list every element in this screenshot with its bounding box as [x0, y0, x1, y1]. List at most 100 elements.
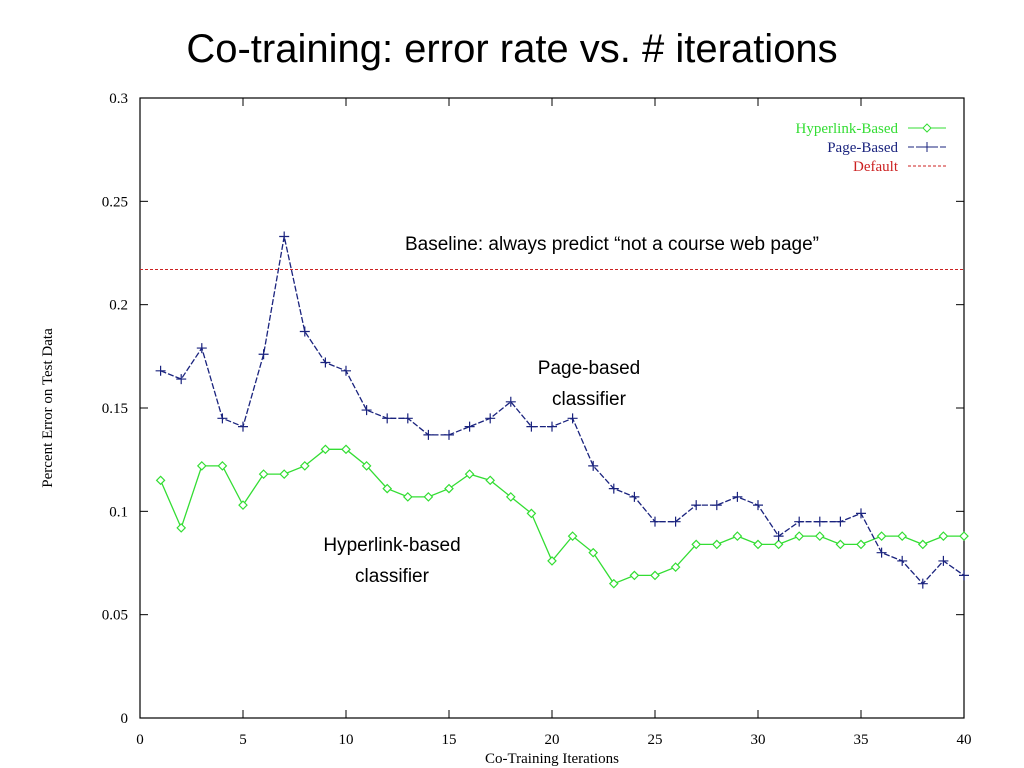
x-axis-label: Co-Training Iterations [485, 751, 619, 767]
point [794, 531, 805, 541]
x-tick-label: 35 [854, 732, 869, 748]
point [608, 483, 619, 494]
y-tick-label: 0 [121, 711, 129, 727]
legend-marker [922, 123, 932, 133]
point [608, 578, 619, 589]
point [629, 570, 640, 581]
annotation: classifier [355, 566, 430, 587]
legend-label: Page-Based [827, 140, 898, 156]
point [876, 547, 887, 558]
point [959, 531, 969, 541]
point [567, 531, 578, 541]
point [938, 531, 949, 541]
point [485, 413, 496, 424]
annotation: Hyperlink-based [323, 535, 460, 556]
series-line [160, 236, 965, 585]
point [773, 531, 784, 542]
point [217, 461, 228, 471]
y-tick-label: 0.25 [102, 194, 128, 210]
point [629, 491, 640, 502]
point [238, 500, 248, 510]
point [279, 469, 290, 479]
point [217, 413, 228, 424]
point [320, 357, 331, 368]
y-tick-label: 0.05 [102, 608, 128, 624]
point [279, 231, 290, 242]
series-line [160, 448, 964, 585]
point [691, 500, 702, 511]
annotation: classifier [552, 389, 627, 410]
point [711, 500, 722, 511]
point [650, 570, 660, 581]
point [814, 531, 825, 541]
point [505, 492, 516, 502]
point [547, 421, 557, 432]
point [917, 578, 928, 589]
point [711, 539, 722, 550]
x-tick-label: 5 [239, 732, 247, 748]
point [155, 475, 166, 486]
point [732, 531, 743, 541]
point [464, 421, 475, 432]
point [670, 516, 681, 527]
point [382, 413, 393, 424]
point [382, 483, 393, 494]
point [835, 516, 846, 527]
point [547, 556, 557, 566]
point [917, 539, 928, 550]
point [526, 421, 537, 432]
point [196, 343, 207, 354]
legend-label: Default [853, 159, 899, 175]
point [361, 461, 372, 471]
y-tick-label: 0.3 [109, 91, 128, 107]
point [299, 326, 310, 337]
point [444, 483, 454, 494]
point [650, 516, 660, 527]
y-axis-label: Percent Error on Test Data [40, 328, 56, 488]
point [258, 349, 269, 360]
x-tick-label: 15 [442, 732, 457, 748]
point [341, 444, 351, 455]
legend-marker [922, 142, 932, 152]
point [670, 562, 681, 572]
chart-title: Co-training: error rate vs. # iterations [186, 27, 837, 71]
point [526, 508, 537, 519]
x-tick-label: 40 [957, 732, 972, 748]
point [299, 461, 310, 471]
point [691, 539, 702, 550]
point [238, 421, 248, 432]
point [732, 491, 743, 502]
point [897, 531, 908, 541]
point [402, 413, 413, 424]
x-tick-label: 30 [751, 732, 766, 748]
point [588, 547, 599, 558]
point [938, 555, 949, 566]
y-tick-label: 0.15 [102, 401, 128, 417]
point [464, 469, 475, 479]
point [876, 531, 887, 541]
x-tick-label: 0 [136, 732, 144, 748]
point [444, 429, 454, 440]
annotation: Page-based [538, 358, 640, 379]
point [897, 555, 908, 566]
point [402, 492, 413, 502]
point [155, 365, 166, 376]
annotation: Baseline: always predict “not a course w… [405, 234, 819, 255]
point [856, 539, 866, 550]
point [176, 523, 187, 533]
point [505, 396, 516, 407]
point [959, 570, 969, 581]
point [423, 429, 434, 440]
point [856, 508, 866, 519]
point [794, 516, 805, 527]
point [423, 492, 434, 502]
point [814, 516, 825, 527]
point [567, 413, 578, 424]
point [753, 500, 763, 511]
point [361, 405, 372, 416]
y-tick-label: 0.1 [109, 504, 128, 520]
point [341, 365, 351, 376]
legend-label: Hyperlink-Based [796, 121, 899, 137]
point [753, 539, 763, 550]
